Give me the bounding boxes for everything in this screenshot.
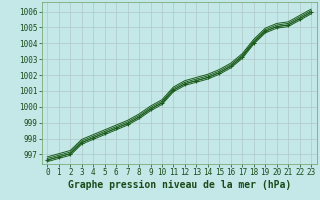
X-axis label: Graphe pression niveau de la mer (hPa): Graphe pression niveau de la mer (hPa) — [68, 180, 291, 190]
